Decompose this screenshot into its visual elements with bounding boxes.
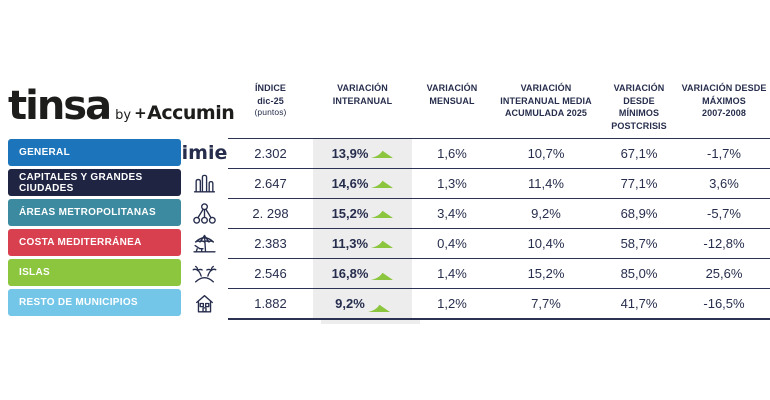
accumin-text: Accumin (147, 102, 235, 124)
up-trend-arrow-icon (371, 240, 394, 248)
row-label-areas-metropolitanas: ÁREAS METROPOLITANAS (8, 199, 181, 226)
accumin-plus-icon: + (134, 104, 147, 122)
row-label-capitales: CAPITALES Y GRANDES CIUDADES (8, 169, 181, 196)
table-row: COSTA MEDITERRÁNEA 2.383 11,3% 0,4% 10,4… (8, 228, 770, 258)
cell-desde-maximos: 25,6% (705, 266, 743, 281)
table-row: GENERAL imie 2.302 13,9% 1,6% 10,7% 67,1… (8, 138, 770, 168)
table-row: ÁREAS METROPOLITANAS 2. 298 15,2% 3,4% 9… (8, 198, 770, 228)
up-trend-arrow-icon (367, 304, 390, 312)
cell-indice: 2.302 (254, 146, 287, 161)
cell-desde-maximos: -12,8% (703, 236, 745, 251)
accumin-wordmark: +Accumin (134, 102, 235, 124)
cell-variacion-mensual: 1,2% (437, 296, 467, 311)
column-header-variacion-mensual: VARIACIÓN MENSUAL (426, 83, 478, 106)
cell-variacion-interanual: 14,6% (313, 169, 412, 198)
column-header-variacion-interanual: VARIACIÓN INTERANUAL (332, 83, 393, 106)
cell-variacion-interanual: 13,9% (313, 139, 412, 168)
cell-desde-maximos: 3,6% (709, 176, 739, 191)
logo-by-text: by (115, 108, 132, 123)
cell-variacion-mensual: 3,4% (437, 206, 467, 221)
gray-band-tail (321, 320, 420, 324)
cell-desde-minimos: 67,1% (620, 146, 658, 161)
cell-indice: 2.546 (254, 266, 287, 281)
row-label-costa-mediterranea: COSTA MEDITERRÁNEA (8, 229, 181, 256)
cell-media-acumulada: 9,2% (531, 206, 561, 221)
cell-media-acumulada: 10,7% (527, 146, 565, 161)
cell-desde-maximos: -1,7% (707, 146, 741, 161)
house-icon (181, 288, 228, 318)
column-header-media-acumulada: VARIACIÓN INTERANUAL MEDIA ACUMULADA 202… (500, 83, 592, 119)
cell-desde-maximos: -5,7% (707, 206, 741, 221)
column-header-indice: ÍNDICE dic-25 (puntos) (254, 83, 287, 118)
cell-media-acumulada: 15,2% (527, 266, 565, 281)
table-row: CAPITALES Y GRANDES CIUDADES 2.647 14,6%… (8, 168, 770, 198)
cell-desde-maximos: -16,5% (703, 296, 745, 311)
up-trend-arrow-icon (371, 180, 394, 188)
cell-variacion-mensual: 1,3% (437, 176, 467, 191)
cell-variacion-interanual: 15,2% (313, 199, 412, 228)
imie-wordmark: imie (181, 142, 228, 164)
cell-desde-minimos: 77,1% (620, 176, 658, 191)
cell-desde-minimos: 85,0% (620, 266, 658, 281)
up-trend-arrow-icon (371, 272, 394, 280)
city-buildings-icon (181, 168, 228, 198)
row-label-general: GENERAL (8, 139, 181, 166)
cell-indice: 2.647 (254, 176, 287, 191)
cell-desde-minimos: 41,7% (620, 296, 658, 311)
tinsa-logo: tinsa by +Accumin (8, 0, 235, 138)
table-header: tinsa by +Accumin ÍNDICE dic-25 (puntos) V… (8, 0, 770, 138)
cell-variacion-interanual: 16,8% (313, 259, 412, 288)
network-nodes-icon (181, 198, 228, 228)
tinsa-wordmark: tinsa (8, 83, 112, 129)
beach-umbrella-icon (181, 228, 228, 258)
column-header-desde-maximos: VARIACIÓN DESDE MÁXIMOS 2007-2008 (681, 83, 767, 119)
up-trend-arrow-icon (371, 210, 394, 218)
cell-desde-minimos: 58,7% (620, 236, 658, 251)
column-header-desde-minimos: VARIACIÓN DESDE MÍNIMOS POSTCRISIS (611, 83, 667, 131)
table-body: GENERAL imie 2.302 13,9% 1,6% 10,7% 67,1… (8, 138, 770, 318)
cell-variacion-mensual: 1,4% (437, 266, 467, 281)
row-label-resto-municipios: RESTO DE MUNICIPIOS (8, 289, 181, 316)
cell-media-acumulada: 10,4% (527, 236, 565, 251)
cell-media-acumulada: 7,7% (531, 296, 561, 311)
cell-variacion-mensual: 1,6% (437, 146, 467, 161)
row-label-islas: ISLAS (8, 259, 181, 286)
cell-variacion-mensual: 0,4% (437, 236, 467, 251)
up-trend-arrow-icon (371, 150, 394, 158)
table-row: RESTO DE MUNICIPIOS 1.882 9,2% 1,2% 7,7%… (8, 288, 770, 318)
cell-variacion-interanual: 9,2% (313, 289, 412, 318)
cell-desde-minimos: 68,9% (620, 206, 658, 221)
table-row: ISLAS 2.546 16,8% 1,4% 15,2% 85,0% 25,6% (8, 258, 770, 288)
cell-variacion-interanual: 11,3% (313, 229, 412, 258)
cell-indice: 1.882 (254, 296, 287, 311)
cell-indice: 2.383 (254, 236, 287, 251)
cell-indice: 2. 298 (252, 206, 289, 221)
palm-island-icon (181, 258, 228, 288)
cell-media-acumulada: 11,4% (528, 176, 564, 191)
table-bottom-rule (228, 318, 770, 320)
